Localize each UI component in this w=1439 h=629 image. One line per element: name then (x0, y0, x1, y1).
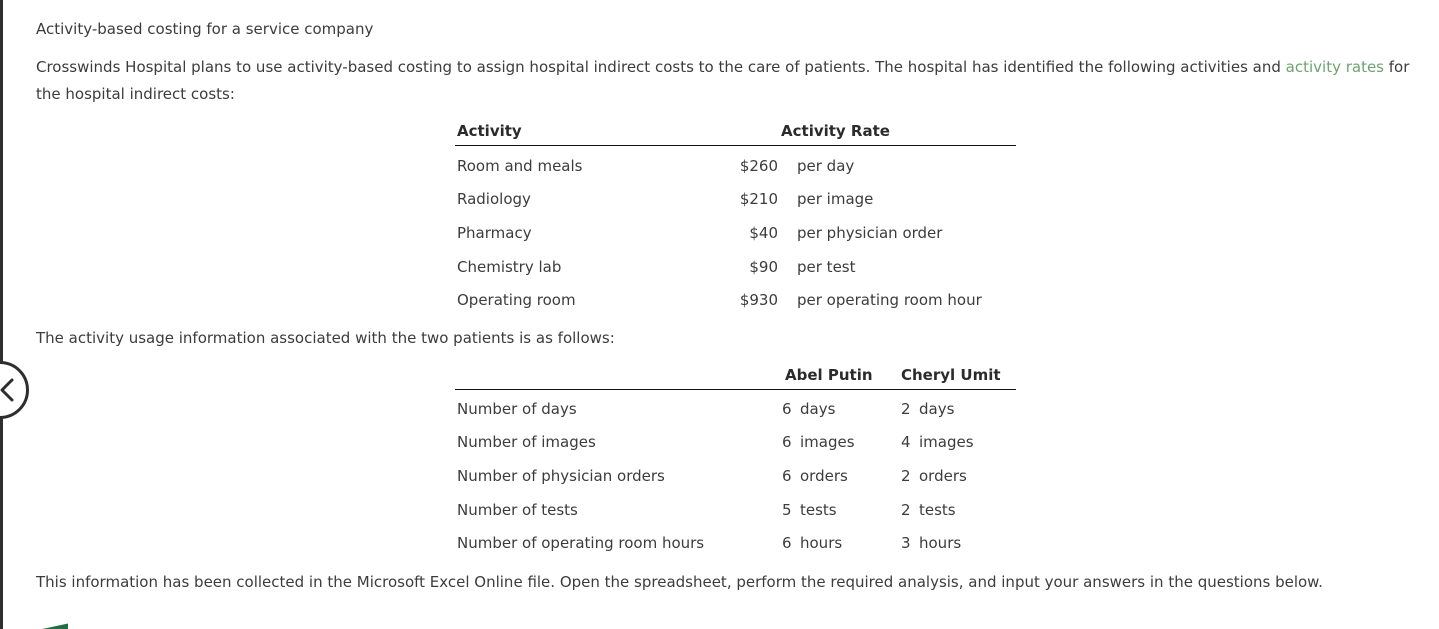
footer-instruction-text: This information has been collected in t… (36, 573, 1323, 591)
value-unit: orders (800, 466, 848, 485)
value-number: 6 (782, 399, 792, 418)
activity-cell: Pharmacy (457, 223, 532, 242)
intro-paragraph: Crosswinds Hospital plans to use activit… (36, 54, 1416, 108)
value-unit: tests (919, 500, 956, 519)
table-row: Chemistry lab $90 per test (455, 250, 1016, 284)
value-number: 6 (782, 433, 792, 452)
intro-text-pre: Crosswinds Hospital plans to use activit… (36, 58, 1286, 76)
patient1-value-cell: 5 tests (780, 501, 899, 519)
value-number: 2 (901, 466, 911, 485)
activity-cell: Chemistry lab (457, 257, 562, 276)
value-unit: images (919, 433, 974, 452)
patient2-value-cell: 3 hours (899, 534, 961, 552)
table-row: Operating room $930 per operating room h… (455, 283, 1016, 317)
excel-sheet-corner-icon (42, 623, 68, 629)
table-row: Number of physician orders 6 orders 2 orde… (455, 459, 1016, 493)
amount-cell: $260 (739, 156, 778, 175)
value-unit: hours (800, 534, 843, 553)
table-row: Number of tests 5 tests 2 tests (455, 493, 1016, 527)
usage-label-cell: Number of images (457, 433, 596, 452)
usage-label-cell: Number of tests (457, 500, 578, 519)
value-unit: hours (919, 534, 962, 553)
amount-cell: $210 (739, 190, 778, 209)
usage-header-patient2: Cheryl Umit (901, 365, 1001, 384)
unit-cell: per day (797, 156, 855, 175)
intro-text-post: for the hospital indirect costs: (36, 58, 1410, 103)
rates-table-body: Room and meals $260 per day Radiology $2… (455, 146, 1016, 317)
panel-left-border (0, 0, 3, 629)
rates-header-activity: Activity (457, 122, 522, 140)
amount-cell: $90 (749, 257, 778, 276)
value-number: 6 (782, 534, 792, 553)
value-number: 2 (901, 500, 911, 519)
activity-rates-link[interactable]: activity rates (1285, 58, 1384, 76)
rates-table-header: Activity Activity Rate (455, 117, 1016, 146)
value-unit: orders (919, 466, 967, 485)
value-unit: days (919, 399, 955, 418)
activity-cell: Operating room (457, 291, 576, 310)
patient1-value-cell: 6 hours (780, 534, 899, 552)
amount-cell: $40 (749, 223, 778, 242)
table-row: Pharmacy $40 per physician order (455, 216, 1016, 250)
usage-label-cell: Number of physician orders (457, 466, 665, 485)
table-row: Number of images 6 images 4 images (455, 426, 1016, 460)
patient2-value-cell: 2 days (899, 400, 954, 418)
activity-cell: Room and meals (457, 156, 583, 175)
unit-cell: per operating room hour (797, 291, 982, 310)
patient2-value-cell: 2 orders (899, 467, 967, 485)
activity-rates-table: Activity Activity Rate Room and meals $2… (455, 117, 1016, 317)
patient1-value-cell: 6 orders (780, 467, 899, 485)
value-number: 2 (901, 399, 911, 418)
usage-intro-text: The activity usage information associate… (36, 329, 615, 347)
usage-label-cell: Number of operating room hours (457, 534, 705, 553)
patient2-value-cell: 2 tests (899, 501, 956, 519)
chevron-left-icon (0, 378, 14, 402)
unit-cell: per test (797, 257, 856, 276)
usage-label-cell: Number of days (457, 399, 577, 418)
usage-header-patient1: Abel Putin (785, 365, 873, 384)
rates-header-rate: Activity Rate (781, 122, 890, 140)
excel-spreadsheet-icon[interactable] (30, 618, 100, 629)
usage-table-body: Number of days 6 days 2 days Number of ima… (455, 390, 1016, 560)
usage-table-header: Abel Putin Cheryl Umit (455, 360, 1016, 390)
table-row: Radiology $210 per image (455, 183, 1016, 217)
patient1-value-cell: 6 images (780, 433, 899, 451)
page-title: Activity-based costing for a service com… (36, 20, 374, 38)
value-number: 6 (782, 466, 792, 485)
unit-cell: per image (797, 190, 874, 209)
value-number: 5 (782, 500, 792, 519)
table-row: Number of days 6 days 2 days (455, 392, 1016, 426)
value-unit: tests (800, 500, 837, 519)
unit-cell: per physician order (797, 223, 943, 242)
value-number: 4 (901, 433, 911, 452)
activity-cell: Radiology (457, 190, 531, 209)
value-number: 3 (901, 534, 911, 553)
value-unit: images (800, 433, 855, 452)
patient2-value-cell: 4 images (899, 433, 974, 451)
patient1-value-cell: 6 days (780, 400, 899, 418)
value-unit: days (800, 399, 836, 418)
table-row: Room and meals $260 per day (455, 149, 1016, 183)
panel-collapse-button[interactable] (0, 361, 29, 419)
amount-cell: $930 (739, 291, 778, 310)
